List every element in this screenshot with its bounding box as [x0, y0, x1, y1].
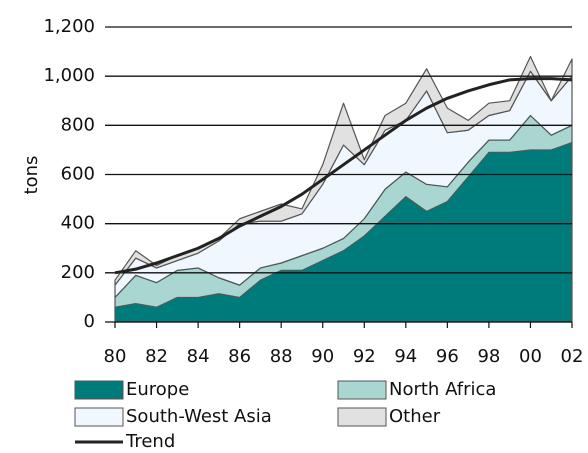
- x-tick-label: 96: [436, 346, 459, 367]
- x-tick-label: 90: [311, 346, 334, 367]
- x-tick-label: 94: [394, 346, 417, 367]
- x-tick-label: 86: [228, 346, 251, 367]
- y-tick-label: 600: [61, 164, 95, 185]
- legend-label: Europe: [126, 379, 189, 400]
- x-tick-label: 82: [145, 346, 168, 367]
- x-tick-label: 98: [477, 346, 500, 367]
- legend-swatch: [74, 380, 124, 400]
- y-tick-label: 400: [61, 213, 95, 234]
- x-tick-label: 88: [270, 346, 293, 367]
- legend-label: South-West Asia: [126, 406, 272, 427]
- legend-swatch: [74, 407, 124, 427]
- x-tick-label: 00: [519, 346, 542, 367]
- trend-line: [114, 77, 573, 275]
- legend-swatch: [337, 380, 387, 400]
- y-tick-label: 800: [61, 114, 95, 135]
- x-tick-label: 80: [104, 346, 127, 367]
- legend-swatch: [337, 407, 387, 427]
- x-tick-label: 92: [353, 346, 376, 367]
- y-tick-label: 1,000: [43, 65, 95, 86]
- legend-label: Trend: [125, 431, 175, 452]
- legend-label: North Africa: [389, 379, 496, 400]
- x-tick-label: 84: [187, 346, 210, 367]
- y-axis-label: tons: [21, 156, 42, 195]
- y-tick-label: 200: [61, 262, 95, 283]
- y-tick-label: 0: [84, 311, 95, 332]
- y-tick-label: 1,200: [43, 16, 95, 37]
- legend-label: Other: [389, 406, 441, 427]
- x-tick-label: 02: [561, 346, 584, 367]
